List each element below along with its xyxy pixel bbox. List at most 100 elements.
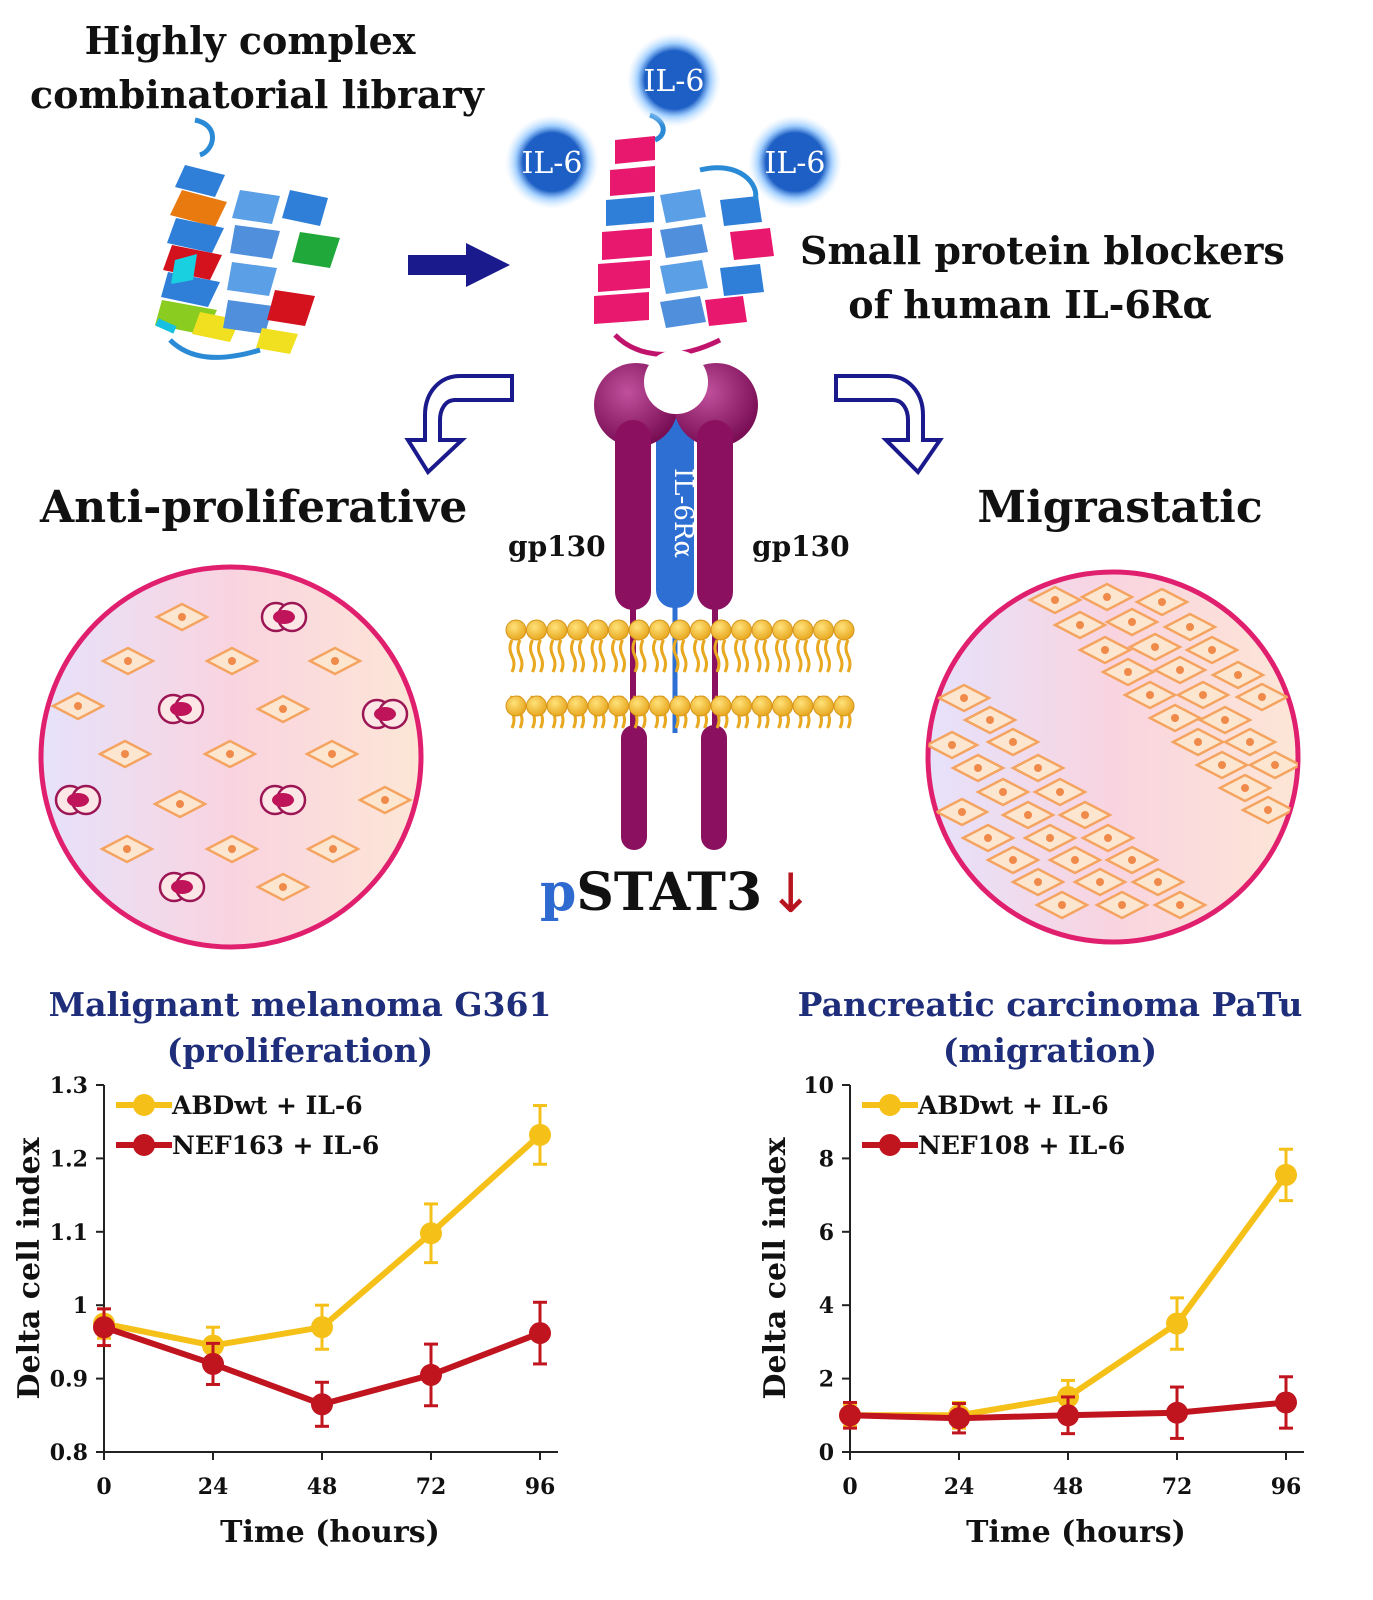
x-axis-label: Time (hours) — [966, 1515, 1186, 1550]
lipid-head — [792, 619, 814, 641]
lipid-head — [751, 619, 773, 641]
lipid-tail — [734, 639, 741, 673]
lipid-head — [587, 619, 609, 641]
lipid-tail — [775, 639, 782, 673]
blockers-title-line2: of human IL-6Rα — [848, 282, 1212, 327]
chart-title-line1: Pancreatic carcinoma PaTu — [797, 985, 1303, 1024]
right-arrow-icon — [408, 243, 510, 287]
cell-nucleus — [1101, 646, 1109, 654]
data-point — [529, 1123, 551, 1146]
cell-nucleus — [124, 657, 132, 665]
blockers-title-line1: Small protein blockers — [800, 228, 1285, 273]
il6-label: IL-6 — [644, 64, 705, 99]
data-point — [948, 1407, 970, 1430]
chart-title-line2: (migration) — [942, 1031, 1158, 1070]
cell-nucleus — [1034, 878, 1042, 886]
dish-anti-proliferative — [38, 564, 424, 950]
dividing-cell-nucleus — [171, 880, 193, 894]
cell-nucleus — [1034, 764, 1042, 772]
pstat3-label: pSTAT3 — [540, 862, 762, 923]
lipid-head — [505, 619, 527, 641]
x-tick-label: 72 — [416, 1474, 447, 1500]
cell-nucleus — [1194, 738, 1202, 746]
lipid-tail — [816, 639, 823, 673]
cell-membrane — [505, 619, 855, 729]
x-tick-label: 24 — [944, 1474, 975, 1500]
cell-nucleus — [1158, 598, 1166, 606]
dividing-cell-nucleus — [273, 610, 295, 624]
cell-nucleus — [1151, 643, 1159, 651]
lipid-head — [751, 695, 773, 717]
lipid-head — [546, 619, 568, 641]
x-tick-label: 96 — [525, 1474, 556, 1500]
lipid-tail — [803, 639, 811, 673]
cell-nucleus — [279, 705, 287, 713]
lipid-head — [505, 695, 527, 717]
lipid-head — [526, 695, 547, 717]
y-tick-label: 1.2 — [50, 1146, 88, 1172]
cell-nucleus — [228, 845, 236, 853]
lipid-tail — [598, 639, 606, 673]
lipid-head — [772, 619, 793, 641]
cell-nucleus — [74, 702, 82, 710]
blocker-protein-icon — [594, 112, 774, 357]
cell-nucleus — [1176, 666, 1184, 674]
lipid-tail — [713, 639, 721, 673]
lipid-tail — [754, 639, 762, 673]
legend-label: NEF108 + IL-6 — [918, 1131, 1125, 1160]
curved-arrow-right-icon — [834, 374, 944, 476]
cell-nucleus — [1009, 738, 1017, 746]
lipid-tail — [672, 639, 680, 673]
cell-nucleus — [123, 845, 131, 853]
dividing-cell-nucleus — [374, 707, 396, 721]
chart-title-migration: Pancreatic carcinoma PaTu (migration) — [790, 982, 1310, 1074]
cell-nucleus — [329, 845, 337, 853]
lipid-tail — [508, 639, 516, 673]
cell-nucleus — [1246, 738, 1254, 746]
cell-nucleus — [1241, 784, 1249, 792]
legend-swatch-marker — [133, 1134, 155, 1156]
dividing-cell-nucleus — [67, 793, 89, 807]
x-tick-label: 24 — [198, 1474, 229, 1500]
cell-nucleus — [226, 750, 234, 758]
lipid-tail — [762, 639, 770, 673]
cell-nucleus — [228, 657, 236, 665]
lipid-tail — [516, 639, 524, 673]
gp130-label-left: gp130 — [508, 530, 606, 563]
lipid-head — [833, 619, 855, 641]
y-tick-label: 1 — [73, 1293, 88, 1319]
cell-nucleus — [1009, 856, 1017, 864]
il6-label: IL-6 — [765, 146, 826, 181]
lipid-tail — [578, 639, 585, 673]
y-tick-label: 6 — [819, 1220, 834, 1246]
cell-nucleus — [948, 741, 956, 749]
data-point — [311, 1316, 333, 1339]
cell-nucleus — [1234, 671, 1242, 679]
lipid-tail — [844, 639, 852, 673]
lipid-head — [587, 695, 609, 717]
x-tick-label: 96 — [1271, 1474, 1302, 1500]
chart-proliferation: 0.8 0.9 1 1.1 1.2 1.3 0 24 48 72 96 Time (hours) Del… — [12, 1073, 558, 1550]
legend-swatch-marker — [879, 1134, 901, 1156]
y-axis-label: Delta cell index — [758, 1136, 793, 1399]
cell-nucleus — [1271, 761, 1279, 769]
lipid-head — [813, 619, 834, 641]
y-tick-label: 0.9 — [50, 1367, 88, 1393]
curved-arrow-left-icon — [404, 374, 514, 476]
legend-label: NEF163 + IL-6 — [172, 1131, 379, 1160]
il6-ligand-top: IL-6 — [627, 33, 721, 127]
lipid-tail — [680, 639, 688, 673]
legend-label: ABDwt + IL-6 — [171, 1091, 363, 1120]
chart-title-line1: Malignant melanoma G361 — [48, 985, 552, 1024]
cell-nucleus — [1208, 646, 1216, 654]
cell-nucleus — [1118, 901, 1126, 909]
lipid-tail — [537, 639, 544, 673]
lipid-tail — [529, 639, 536, 673]
lipid-tail — [836, 639, 844, 673]
x-axis-label: Time (hours) — [220, 1515, 440, 1550]
cell-nucleus — [1071, 856, 1079, 864]
dish-migrastatic — [925, 569, 1301, 945]
lipid-tail — [590, 639, 598, 673]
data-point — [1166, 1401, 1188, 1424]
